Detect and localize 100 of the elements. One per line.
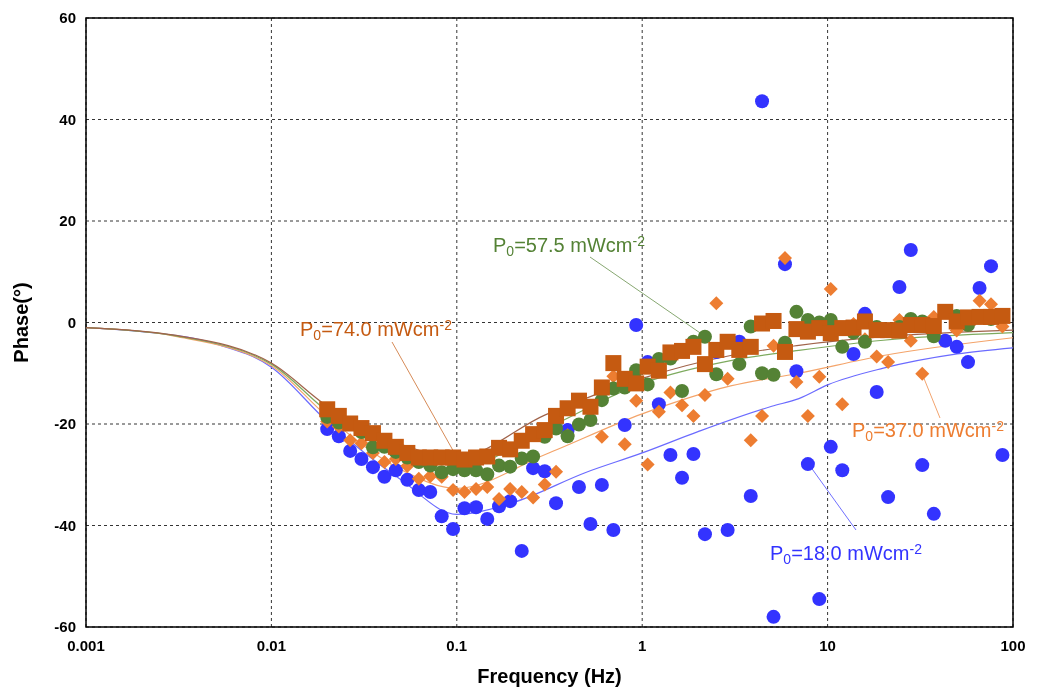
point [400, 472, 415, 487]
point [835, 463, 850, 478]
point [720, 523, 735, 538]
point [835, 397, 850, 412]
point [514, 543, 529, 558]
point [582, 398, 599, 415]
point [526, 449, 541, 464]
point [823, 439, 838, 454]
point [984, 259, 999, 274]
x-tick-label: 100 [1000, 637, 1026, 654]
point [377, 455, 392, 470]
x-tick-label: 0.01 [256, 637, 286, 654]
point [469, 500, 484, 515]
point [732, 357, 747, 372]
point [994, 307, 1011, 324]
point [915, 458, 930, 473]
point [354, 452, 369, 467]
point [812, 369, 827, 384]
point [593, 379, 610, 396]
point [617, 437, 632, 452]
point [640, 457, 655, 472]
point [594, 429, 609, 444]
point [480, 467, 495, 482]
point [457, 485, 472, 500]
text: P$_{0}$=57.5 mWcm$^{-2}$ [493, 233, 646, 259]
x-tick-label: 0.001 [67, 637, 105, 654]
point [903, 333, 918, 348]
point [675, 398, 690, 413]
point [434, 465, 449, 480]
point [881, 355, 896, 370]
point [457, 501, 472, 516]
point [709, 367, 724, 382]
point [869, 349, 884, 364]
point [742, 338, 759, 355]
point [503, 459, 518, 474]
series-label: P$_{0}$=18.0 mWcm$^{-2}$ [770, 541, 923, 567]
point [766, 367, 781, 382]
point [835, 339, 850, 354]
point [903, 242, 918, 257]
point [915, 366, 930, 381]
point [628, 375, 645, 392]
point [480, 479, 495, 494]
point [605, 355, 622, 372]
point [789, 304, 804, 319]
point [343, 433, 358, 448]
point [651, 404, 666, 419]
point [549, 464, 564, 479]
point [686, 446, 701, 461]
point [697, 527, 712, 542]
point [755, 366, 770, 381]
point [755, 94, 770, 109]
point [434, 509, 449, 524]
point [789, 374, 804, 389]
y-tick-label: 20 [59, 212, 76, 229]
point [469, 481, 484, 496]
point [411, 471, 426, 486]
point [663, 385, 678, 400]
point [697, 388, 712, 403]
point [446, 522, 461, 537]
x-tick-label: 1 [638, 637, 647, 654]
point [492, 492, 507, 507]
text: P$_{0}$=74.0 mWcm$^{-2}$ [300, 317, 453, 343]
y-tick-label: -40 [54, 516, 76, 534]
point [743, 433, 758, 448]
point [571, 479, 586, 494]
point [881, 490, 896, 505]
point [776, 343, 793, 360]
point [846, 346, 861, 361]
point [503, 481, 518, 496]
point [629, 318, 644, 333]
point [995, 447, 1010, 462]
point [583, 516, 598, 531]
point [686, 408, 701, 423]
y-axis-title: Phase(°) [10, 282, 32, 363]
point [503, 494, 518, 509]
point [629, 393, 644, 408]
point [663, 447, 678, 462]
point [537, 464, 552, 479]
point [685, 338, 702, 355]
point [365, 460, 380, 475]
point [823, 282, 838, 297]
point [743, 489, 758, 504]
point [606, 523, 621, 538]
point [537, 477, 552, 492]
point [926, 506, 941, 521]
point [650, 362, 667, 379]
point [869, 385, 884, 400]
point [755, 408, 770, 423]
point [709, 296, 724, 311]
point [777, 251, 792, 266]
point [377, 469, 392, 484]
point [526, 490, 541, 505]
point [388, 463, 403, 478]
y-tick-label: 60 [59, 9, 76, 26]
legend-label: P$_{0}$=37.0 mWcm$^{-2}$ [852, 418, 1005, 444]
point [766, 609, 781, 624]
x-tick-label: 0.1 [446, 637, 468, 654]
point [697, 329, 712, 344]
point [696, 356, 713, 373]
point [446, 482, 461, 497]
